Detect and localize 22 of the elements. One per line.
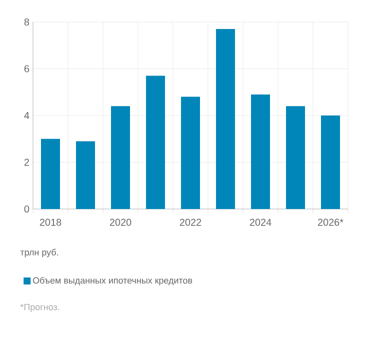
x-tick-label: 2022 [180, 218, 202, 226]
y-tick-label: 2 [24, 158, 29, 166]
x-tick-label: 2018 [40, 218, 62, 226]
bar [76, 141, 96, 209]
bar [41, 138, 60, 209]
legend-label: Объем выданных ипотечных кредитов [33, 276, 192, 286]
bar [111, 106, 130, 209]
text: *Прогноз. [20, 304, 59, 312]
bar [146, 76, 166, 209]
text: трлн руб. [20, 248, 58, 258]
y-tick-label: 8 [24, 18, 30, 26]
y-tick-label: 6 [24, 65, 30, 72]
bar [216, 29, 235, 209]
bar [251, 94, 270, 209]
x-tick-label: 2024 [250, 218, 272, 226]
bar [321, 115, 340, 209]
x-tick-label: 2026* [318, 218, 344, 226]
x-tick-label: 2020 [110, 218, 132, 226]
y-tick-label: 4 [24, 112, 30, 119]
y-tick-label: 0 [24, 205, 30, 213]
bar [181, 96, 200, 209]
bar [286, 106, 305, 209]
